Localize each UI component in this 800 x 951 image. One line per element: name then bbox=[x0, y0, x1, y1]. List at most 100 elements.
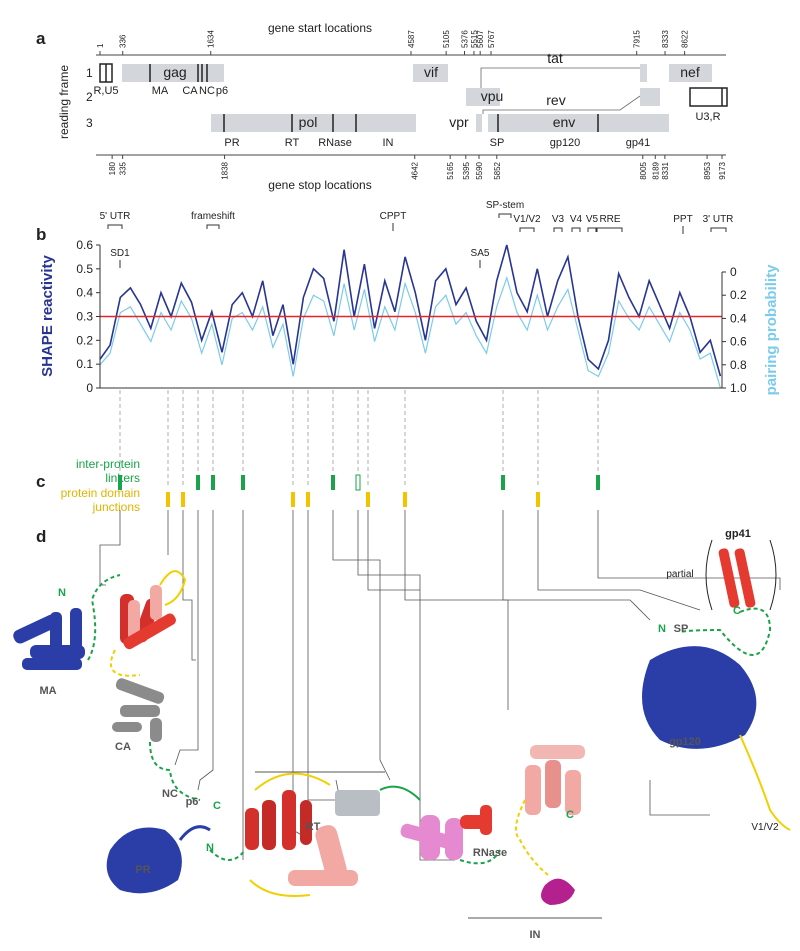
structure-ca-ctd bbox=[112, 678, 165, 742]
frame-label: 1 bbox=[86, 66, 93, 80]
annotation-bracket bbox=[710, 227, 727, 232]
gene-label: pol bbox=[299, 114, 318, 130]
annotation-bracket bbox=[596, 227, 623, 232]
gene-label: SP bbox=[490, 137, 505, 149]
y-label: reading frame bbox=[57, 65, 71, 139]
tick-label: 7915 bbox=[633, 30, 642, 48]
tick-label: 1838 bbox=[221, 161, 230, 179]
structure-label: V1/V2 bbox=[751, 822, 779, 833]
structure-rt bbox=[245, 772, 380, 897]
annotation: SD1 bbox=[110, 248, 130, 259]
structure-label: PR bbox=[135, 864, 150, 876]
annotation-bracket bbox=[587, 227, 597, 232]
stop-title: gene stop locations bbox=[268, 178, 371, 192]
linker-label: inter-protein bbox=[76, 457, 140, 471]
tick-label: 9173 bbox=[718, 161, 727, 179]
tick-label: 1 bbox=[96, 43, 105, 48]
linker-label: linkers bbox=[105, 471, 140, 485]
gene-label: MA bbox=[152, 85, 169, 97]
gene-dividers bbox=[99, 63, 728, 132]
series-line bbox=[99, 275, 721, 389]
gene-label: tat bbox=[547, 50, 563, 66]
y2-tick-label: 1.0 bbox=[730, 381, 747, 395]
y-tick-label: 0.2 bbox=[76, 333, 93, 347]
annotation: SA5 bbox=[471, 248, 490, 259]
gene-label: NC bbox=[199, 85, 215, 97]
linker-curve bbox=[87, 574, 121, 661]
structure-label: gp120 bbox=[669, 736, 701, 748]
panel-label: a bbox=[36, 29, 46, 48]
annotation: 3' UTR bbox=[703, 214, 734, 225]
junction-label: protein domain bbox=[61, 486, 140, 500]
tick-label: 8189 bbox=[651, 161, 660, 179]
structure-label: C bbox=[566, 809, 574, 821]
structure-label: CA bbox=[115, 741, 131, 753]
pr-linker bbox=[209, 849, 246, 861]
structure-label: C bbox=[213, 800, 221, 812]
y-tick-label: 0.3 bbox=[76, 310, 93, 324]
panel-label: b bbox=[36, 225, 46, 244]
tick-label: 5767 bbox=[487, 30, 496, 48]
structure-rnase bbox=[379, 785, 463, 860]
tick-label: 8333 bbox=[661, 30, 670, 48]
series-line bbox=[99, 244, 722, 377]
y-label: SHAPE reactivity bbox=[39, 254, 56, 376]
annotation: frameshift bbox=[191, 211, 235, 222]
structure-pr bbox=[106, 825, 211, 894]
gene-label: rev bbox=[546, 92, 565, 108]
structure-label: gp41 bbox=[725, 528, 751, 540]
annotation: PPT bbox=[673, 214, 692, 225]
gene-label: env bbox=[553, 114, 576, 130]
structure-label: N bbox=[206, 842, 214, 854]
tick-label: 335 bbox=[119, 161, 128, 175]
linker-marks bbox=[118, 474, 600, 491]
tick-label: 5607 bbox=[476, 30, 485, 48]
nc-curve bbox=[149, 741, 201, 801]
annotation: V3 bbox=[552, 214, 565, 225]
gene-label: vpu bbox=[481, 88, 504, 104]
tick-label: 5376 bbox=[461, 30, 470, 48]
panel-label: d bbox=[36, 527, 46, 546]
y2-tick-label: 0.6 bbox=[730, 335, 747, 349]
in-junction bbox=[515, 799, 549, 876]
structure-label: N bbox=[658, 623, 666, 635]
annotation-bracket bbox=[553, 227, 563, 232]
junction-curve bbox=[109, 649, 141, 677]
structure-label: RT bbox=[306, 821, 321, 833]
gene-label: p6 bbox=[216, 85, 228, 97]
tick-label: 5852 bbox=[493, 161, 502, 179]
annotation: RRE bbox=[599, 214, 620, 225]
structure-ma bbox=[13, 608, 85, 670]
gene-label: R,U5 bbox=[93, 85, 118, 97]
y-tick-label: 0.6 bbox=[76, 238, 93, 252]
tick-label: 4642 bbox=[411, 161, 420, 179]
gene-boxes bbox=[122, 64, 712, 132]
start-title: gene start locations bbox=[268, 21, 372, 35]
structure-label: NC bbox=[162, 788, 178, 800]
y-tick-label: 0.1 bbox=[76, 357, 93, 371]
tick-label: 8953 bbox=[703, 161, 712, 179]
gene-label: IN bbox=[383, 137, 394, 149]
gene-label: nef bbox=[680, 64, 700, 80]
structure-label: p6 bbox=[186, 796, 199, 808]
gene-label: vpr bbox=[449, 114, 469, 130]
structure-label: SP bbox=[674, 623, 689, 635]
junction-label: junctions bbox=[92, 500, 140, 514]
y-tick-label: 0 bbox=[86, 381, 93, 395]
tick-label: 180 bbox=[108, 161, 117, 175]
structure-label: RNase bbox=[473, 847, 507, 859]
y2-tick-label: 0.8 bbox=[730, 358, 747, 372]
y2-tick-label: 0 bbox=[730, 265, 737, 279]
y-tick-label: 0.5 bbox=[76, 262, 93, 276]
tick-label: 336 bbox=[119, 34, 128, 48]
gene-label: RT bbox=[285, 137, 300, 149]
structure-label: MA bbox=[39, 685, 56, 697]
structure-ca-ntd bbox=[120, 570, 187, 650]
structure-in bbox=[460, 745, 585, 905]
tick-label: 1634 bbox=[207, 30, 216, 48]
structure-label: IN bbox=[530, 929, 541, 941]
leader-lines bbox=[99, 510, 781, 861]
tick-label: 5105 bbox=[442, 30, 451, 48]
tick-label: 5515 bbox=[470, 30, 479, 48]
